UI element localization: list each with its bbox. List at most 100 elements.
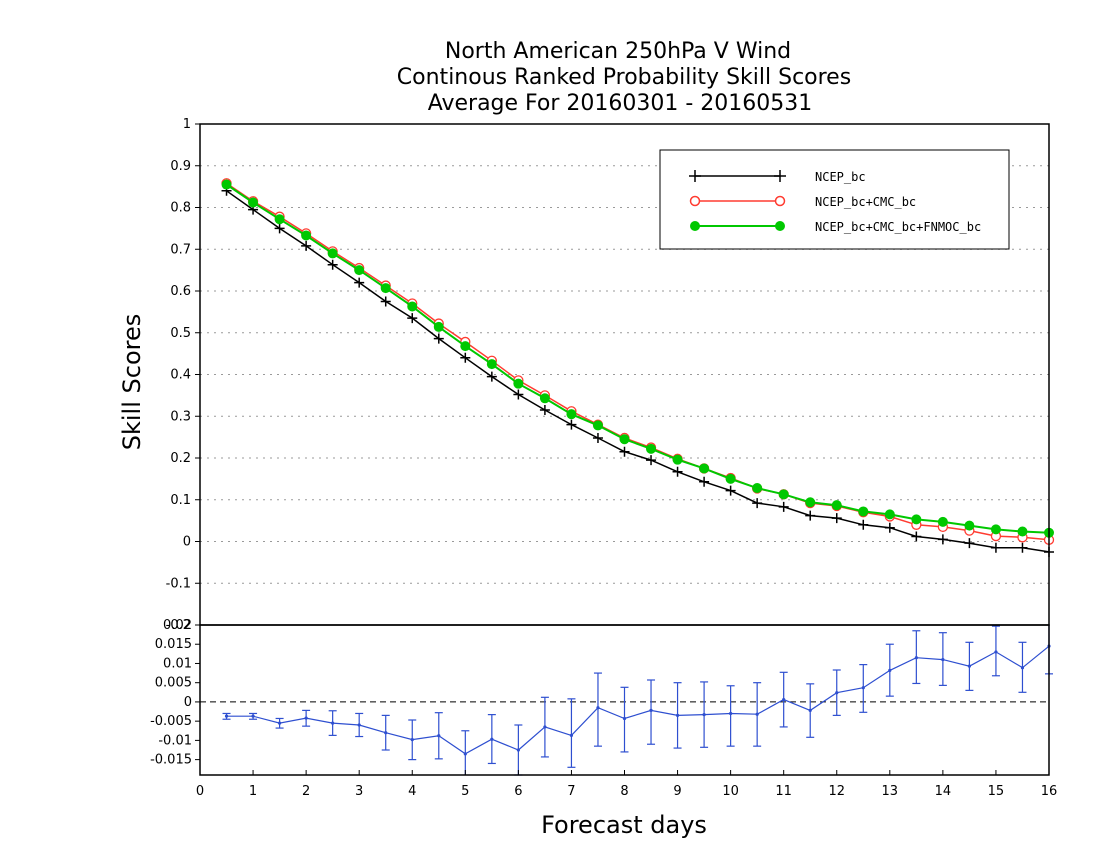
data-point — [516, 748, 520, 752]
top-y-tick-label: 0.5 — [170, 326, 191, 341]
difference-line — [226, 645, 1050, 755]
top-y-tick-label: -0.1 — [166, 576, 191, 591]
data-point — [778, 501, 789, 512]
data-point — [990, 524, 1001, 535]
data-point — [699, 476, 710, 487]
legend-marker-fnmoc-left — [690, 221, 700, 231]
x-tick-label: 6 — [514, 784, 522, 799]
data-point — [994, 650, 998, 654]
data-point — [486, 371, 497, 382]
data-point — [513, 378, 524, 389]
top-panel-grid — [200, 165, 1049, 584]
legend-entry-ncep: NCEP_bc — [689, 170, 866, 184]
data-point — [433, 333, 444, 344]
data-point — [407, 301, 418, 312]
error-bar — [593, 672, 602, 747]
top-y-tick-label: 0.2 — [170, 451, 191, 466]
data-point — [778, 489, 789, 500]
legend-label-cmc: NCEP_bc+CMC_bc — [815, 195, 916, 209]
legend-marker-fnmoc-right — [775, 221, 785, 231]
data-point — [752, 498, 763, 509]
top-y-tick-label: 0 — [183, 535, 191, 550]
data-point — [569, 733, 574, 737]
data-point — [914, 656, 918, 660]
bottom-panel-y-axis: -0.015 -0.01 -0.005 0 0.005 0.01 0.015 0.02 — [150, 618, 200, 768]
x-tick-label: 5 — [461, 784, 469, 799]
legend-label-ncep: NCEP_bc — [815, 170, 866, 184]
bottom-y-tick-label: 0.02 — [163, 618, 192, 633]
data-point — [539, 404, 550, 415]
x-tick-label: 11 — [775, 784, 792, 799]
data-point — [699, 463, 710, 474]
data-point — [357, 723, 361, 727]
data-point — [384, 731, 388, 735]
data-point — [354, 277, 365, 288]
top-y-tick-label: 1 — [183, 117, 191, 132]
data-point — [805, 497, 816, 508]
data-point — [646, 443, 657, 454]
bottom-y-tick-label: -0.015 — [150, 753, 192, 768]
top-y-tick-label: 0.6 — [170, 284, 191, 299]
data-point — [460, 341, 471, 352]
legend: NCEP_bc NCEP_bc+CMC_bc NCEP_bc+CMC_bc+FN… — [659, 149, 1010, 250]
data-point — [433, 321, 444, 332]
data-point — [224, 714, 229, 718]
data-point — [248, 197, 259, 208]
x-tick-label: 14 — [935, 784, 952, 799]
data-point — [486, 359, 497, 370]
data-point — [1020, 666, 1025, 670]
data-point — [937, 516, 948, 527]
bottom-y-tick-label: -0.01 — [158, 733, 192, 748]
data-point — [782, 698, 786, 702]
data-point — [729, 711, 733, 716]
legend-label-fnmoc: NCEP_bc+CMC_bc+FNMOC_bc — [815, 220, 981, 234]
series-line — [226, 190, 1050, 553]
data-point — [251, 714, 255, 718]
data-point — [566, 419, 577, 430]
x-axis: 0 1 2 3 4 5 6 7 8 9 10 11 12 13 14 15 16 — [196, 770, 1057, 799]
data-point — [619, 434, 630, 445]
top-y-tick-label: 0.9 — [170, 159, 191, 174]
data-point — [752, 483, 763, 494]
data-point — [592, 432, 603, 443]
x-tick-label: 2 — [302, 784, 310, 799]
x-tick-label: 4 — [408, 784, 416, 799]
data-point — [543, 725, 547, 729]
data-point — [884, 522, 895, 533]
data-point — [596, 706, 600, 710]
bottom-panel-series — [222, 625, 1053, 776]
data-point — [831, 500, 842, 511]
series-2 — [221, 179, 1054, 538]
data-point — [858, 506, 869, 517]
bottom-y-tick-label: 0.015 — [155, 637, 192, 652]
data-point — [964, 538, 975, 549]
y-axis-label: Skill Scores — [118, 314, 146, 451]
data-point — [911, 531, 922, 542]
x-tick-label: 13 — [882, 784, 899, 799]
x-tick-label: 15 — [988, 784, 1005, 799]
top-y-tick-label: 0.7 — [170, 242, 191, 257]
data-point — [1017, 526, 1028, 537]
bottom-y-tick-label: 0.005 — [155, 676, 192, 691]
top-y-tick-label: 0.1 — [170, 493, 191, 508]
series-0 — [221, 185, 1054, 557]
x-tick-label: 12 — [828, 784, 845, 799]
data-point — [805, 510, 816, 521]
data-point — [277, 721, 282, 725]
legend-marker-ncep-right — [774, 170, 786, 182]
x-tick-label: 0 — [196, 784, 204, 799]
top-panel-y-axis: -0.2 -0.1 0 0.1 0.2 0.3 0.4 0.5 0.6 0.7 0.8 0.9 1 — [166, 117, 200, 633]
data-point — [460, 352, 471, 363]
x-tick-label: 3 — [355, 784, 363, 799]
error-bar — [726, 685, 735, 747]
data-point — [888, 668, 892, 672]
data-point — [831, 513, 842, 524]
data-point — [967, 664, 972, 668]
data-point — [274, 223, 285, 234]
legend-box — [659, 149, 1010, 250]
data-point — [327, 248, 338, 259]
data-point — [301, 230, 312, 241]
bottom-y-tick-label: 0 — [184, 695, 192, 710]
data-point — [539, 393, 550, 404]
